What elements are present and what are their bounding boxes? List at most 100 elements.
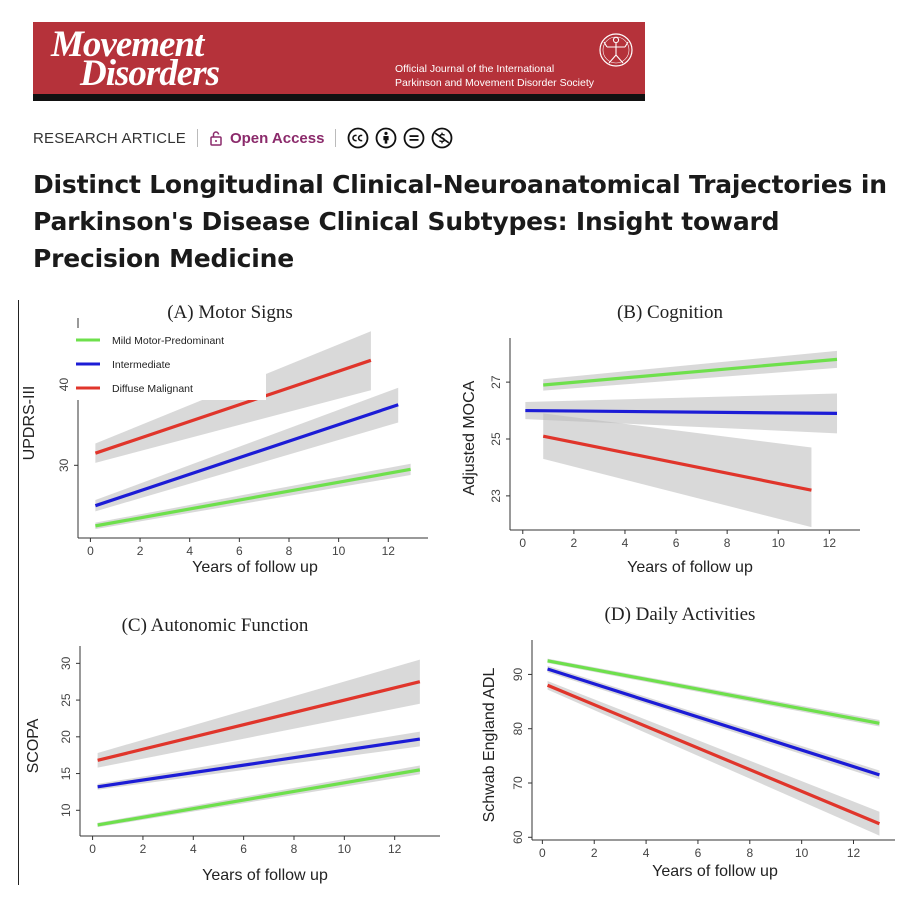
- article-title: Distinct Longitudinal Clinical-Neuroanat…: [33, 170, 887, 273]
- x-tick-label: 6: [673, 536, 680, 550]
- x-tick-label: 12: [388, 842, 402, 856]
- y-tick-label: 15: [59, 767, 73, 781]
- legend-label-diffuse: Diffuse Malignant: [112, 383, 193, 395]
- x-tick-label: 8: [286, 544, 293, 558]
- x-tick-label: 8: [724, 536, 731, 550]
- x-tick-label: 6: [240, 842, 247, 856]
- article-meta-row: RESEARCH ARTICLE Open Access: [33, 124, 453, 152]
- open-access-link[interactable]: Open Access: [209, 129, 325, 147]
- series-line-diffuse-malignant: [546, 683, 881, 826]
- x-tick-label: 10: [332, 544, 346, 558]
- x-axis-label: Years of follow up: [627, 559, 753, 576]
- y-tick-label: 30: [59, 656, 73, 670]
- banner-underline: [33, 94, 645, 101]
- x-tick-label: 12: [823, 536, 837, 550]
- journal-logo-line2: Disorders: [80, 53, 220, 94]
- meta-divider: [335, 129, 337, 147]
- y-tick-label: 80: [511, 722, 525, 736]
- x-tick-label: 0: [87, 544, 94, 558]
- x-tick-label: 4: [643, 846, 650, 860]
- y-axis-label: SCOPA: [25, 718, 42, 773]
- series-line-intermediate: [94, 403, 399, 508]
- x-axis-label: Years of follow up: [192, 559, 318, 576]
- chart-daily-activities: 0 2 4 6 8 10 12 60 70 80 90 (D) Daily Activities Ye…: [481, 604, 895, 880]
- x-tick-label: 4: [622, 536, 629, 550]
- journal-description: Official Journal of the International Pa…: [395, 62, 595, 90]
- series-line-intermediate: [525, 408, 838, 416]
- x-tick-label: 12: [847, 846, 861, 860]
- series-line-mild-motor-predominant: [547, 659, 880, 725]
- plot-area: 0 2 4 6 8 10 12 23 25 27: [489, 338, 860, 550]
- nd-icon: [404, 127, 425, 149]
- x-tick-label: 2: [137, 544, 144, 558]
- journal-description-line2: Parkinson and Movement Disorder Society: [395, 77, 595, 89]
- y-tick-label: 20: [59, 730, 73, 744]
- nc-icon: [432, 127, 453, 149]
- series-line-diffuse-malignant: [542, 434, 812, 492]
- chart-motor-signs: 0 2 4 6 8 10 12 30 40 (A) Motor Signs Mild Motor-…: [21, 302, 428, 576]
- x-tick-label: 0: [89, 842, 96, 856]
- series-line-diffuse-malignant: [94, 358, 372, 455]
- y-tick-label: 25: [489, 432, 503, 446]
- chart-cognition: 0 2 4 6 8 10 12 23 25 27 (B) Cognition Years of fo…: [461, 302, 860, 576]
- y-tick-label: 60: [511, 830, 525, 844]
- legend-background: [72, 328, 266, 400]
- y-axis-label: Schwab England ADL: [481, 668, 498, 823]
- x-tick-label: 10: [795, 846, 809, 860]
- x-tick-label: 6: [236, 544, 243, 558]
- chart-autonomic-function: 0 2 4 6 8 10 12 10 15 20 25 30 (C) Autonomic Functio…: [25, 615, 440, 884]
- legend-label-mild: Mild Motor-Predominant: [112, 335, 224, 347]
- license-icons[interactable]: [347, 127, 453, 149]
- x-tick-label: 0: [539, 846, 546, 860]
- x-tick-label: 2: [571, 536, 578, 550]
- journal-logo-line1: Movement: [51, 24, 204, 65]
- series-line-mild-motor-predominant: [97, 768, 421, 827]
- plot-area: 0 2 4 6 8 10 12 10 15 20 25 30: [59, 646, 440, 856]
- journal-description-line1: Official Journal of the International: [395, 63, 555, 75]
- y-tick-label: 40: [57, 378, 71, 392]
- chart-title: (D) Daily Activities: [605, 604, 756, 625]
- journal-banner: Movement Disorders Official Journal of t…: [33, 22, 645, 94]
- chart-title: (A) Motor Signs: [167, 302, 293, 323]
- open-access-label: Open Access: [229, 129, 325, 147]
- y-axis-label: UPDRS-III: [21, 386, 38, 461]
- article-type: RESEARCH ARTICLE: [33, 129, 186, 147]
- x-tick-label: 6: [695, 846, 702, 860]
- y-tick-label: 27: [489, 375, 503, 389]
- x-tick-label: 2: [591, 846, 598, 860]
- unlock-icon: [210, 131, 222, 146]
- x-tick-label: 2: [140, 842, 147, 856]
- series-line-mild-motor-predominant: [95, 467, 411, 528]
- x-tick-label: 10: [338, 842, 352, 856]
- y-tick-label: 23: [489, 489, 503, 503]
- meta-divider: [196, 129, 198, 147]
- y-tick-label: 25: [59, 693, 73, 707]
- x-tick-label: 4: [186, 544, 193, 558]
- y-tick-label: 10: [59, 803, 73, 817]
- x-tick-label: 12: [382, 544, 396, 558]
- x-tick-label: 8: [746, 846, 753, 860]
- chart-title: (B) Cognition: [617, 302, 724, 323]
- y-tick-label: 70: [511, 776, 525, 790]
- society-seal-icon: [599, 33, 633, 67]
- legend-label-intermediate: Intermediate: [112, 359, 171, 371]
- x-axis-label: Years of follow up: [652, 863, 778, 880]
- series-line-diffuse-malignant: [97, 680, 421, 762]
- x-tick-label: 8: [291, 842, 298, 856]
- series-line-intermediate: [547, 667, 880, 777]
- plot-area: 0 2 4 6 8 10 12 60 70 80 90: [511, 640, 895, 860]
- y-axis-label: Adjusted MOCA: [461, 380, 478, 495]
- series-line-mild-motor-predominant: [543, 357, 838, 387]
- x-axis-label: Years of follow up: [202, 867, 328, 884]
- cc-icon: [348, 127, 369, 149]
- x-tick-label: 10: [772, 536, 786, 550]
- chart-title: (C) Autonomic Function: [122, 615, 309, 636]
- y-tick-label: 90: [511, 667, 525, 681]
- series-line-intermediate: [97, 737, 421, 789]
- figure-left-border: [18, 300, 19, 885]
- ci-band: [543, 413, 812, 528]
- x-tick-label: 0: [519, 536, 526, 550]
- chart-legend: Mild Motor-Predominant Intermediate Diff…: [72, 328, 266, 400]
- by-icon: [376, 127, 397, 149]
- x-tick-label: 4: [190, 842, 197, 856]
